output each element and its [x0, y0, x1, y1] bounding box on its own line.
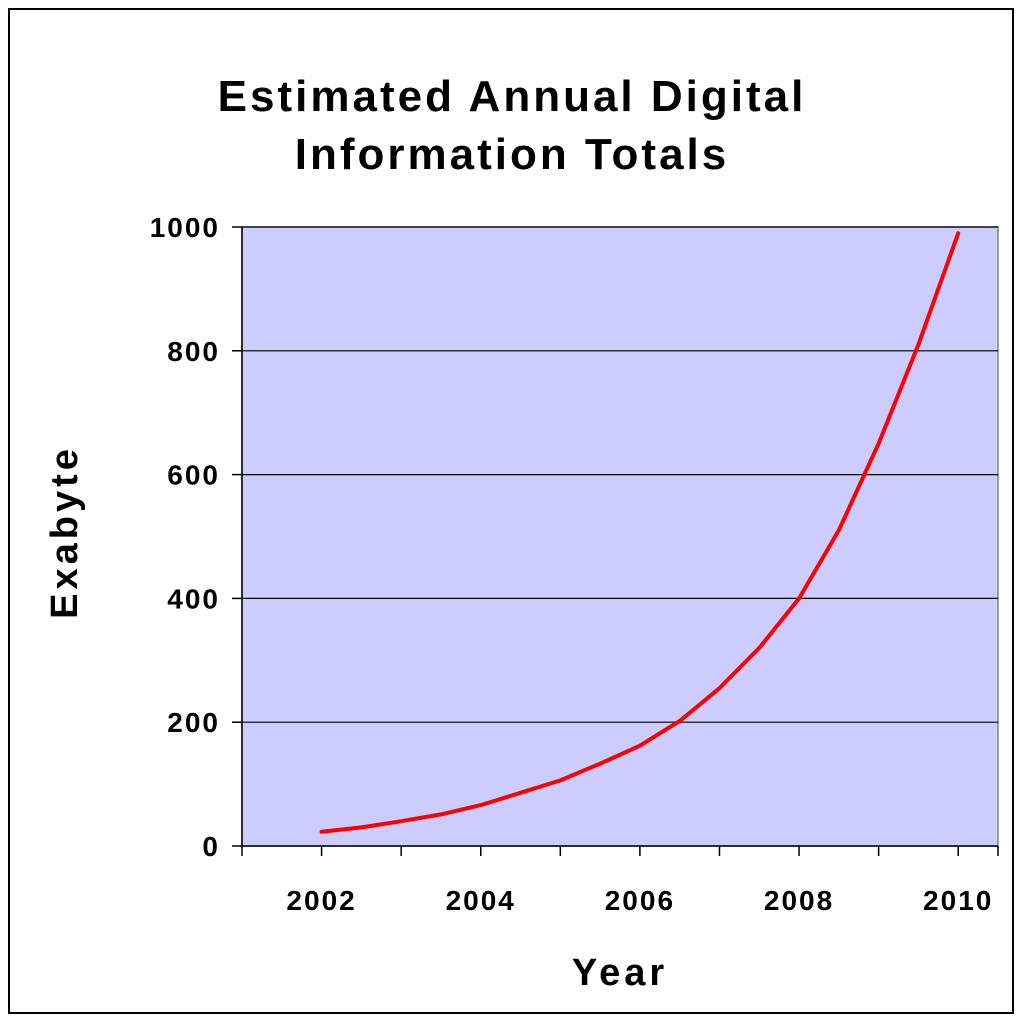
series-line-0	[319, 231, 961, 834]
series-layer	[319, 231, 961, 834]
chart-title-line-2: Information Totals	[294, 130, 730, 179]
y-tick-label-0: 0	[202, 831, 220, 862]
y-tick-label-600: 600	[167, 460, 220, 491]
chart-title-line-1: Estimated Annual Digital	[217, 72, 807, 121]
y-tick-label-1000: 1000	[150, 212, 220, 243]
axes	[232, 226, 999, 856]
grid-lines	[242, 226, 998, 723]
x-tick-label-2002: 2002	[286, 885, 356, 916]
y-tick-label-800: 800	[167, 336, 220, 367]
chart-title: Estimated Annual Digital Information Tot…	[0, 68, 1024, 184]
tick-labels: 0 200 400 600 800 1000 2002 2004 2006 2008 2010	[150, 212, 993, 916]
y-axis-label: Exabyte	[44, 445, 86, 619]
x-tick-label-2004: 2004	[446, 885, 516, 916]
plot-area	[241, 226, 999, 847]
y-tick-label-400: 400	[167, 583, 220, 614]
x-tick-label-2008: 2008	[764, 885, 834, 916]
y-tick-label-200: 200	[167, 707, 220, 738]
x-tick-label-2006: 2006	[605, 885, 675, 916]
x-axis-label: Year	[572, 952, 668, 994]
x-tick-label-2010: 2010	[923, 885, 993, 916]
